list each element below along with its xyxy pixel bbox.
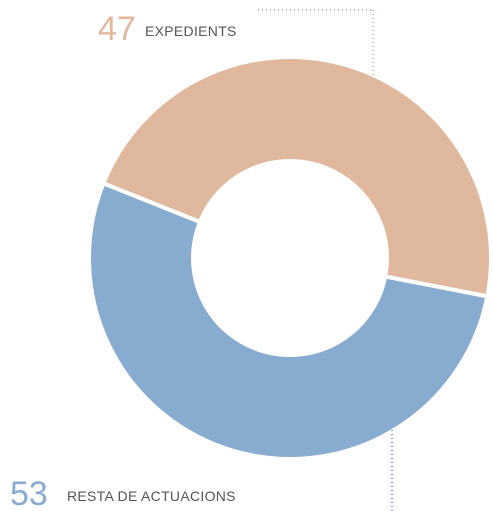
value-label: 53: [10, 475, 48, 511]
donut: [87, 55, 493, 461]
legend-label: EXPEDIENTS: [145, 23, 237, 39]
value-label: 47: [98, 10, 136, 48]
donut-slice: [87, 180, 490, 461]
legend-label: RESTA DE ACTUACIONS: [67, 488, 236, 504]
donut-slice: [100, 55, 493, 299]
